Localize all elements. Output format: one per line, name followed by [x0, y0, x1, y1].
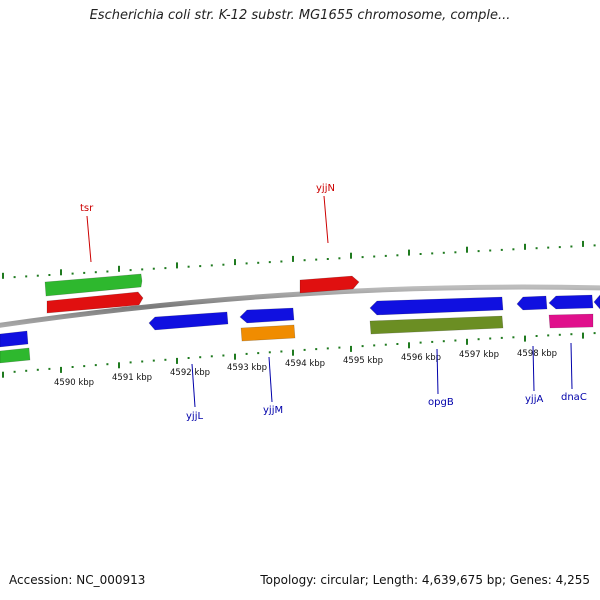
- scale-label-4598: 4598 kbp: [517, 349, 557, 359]
- label-leaders: [86, 195, 573, 408]
- feature-yjjL[interactable]: [148, 311, 229, 331]
- feature-right-blue[interactable]: [593, 294, 600, 310]
- inner-tick-track: [2, 332, 596, 378]
- scale-label-4592: 4592 kbp: [170, 368, 210, 378]
- feature-yjjM-orange[interactable]: [240, 324, 296, 342]
- leader-yjjM: [268, 356, 273, 403]
- gene-label-dnaC[interactable]: dnaC: [561, 392, 587, 403]
- gene-label-yjjM[interactable]: yjjM: [263, 405, 283, 416]
- leader-dnaC: [570, 342, 573, 390]
- accession-label: Accession: NC_000913: [9, 573, 146, 587]
- scale-label-4595: 4595 kbp: [343, 356, 383, 366]
- feature-yjjM-blue[interactable]: [239, 307, 295, 324]
- feature-left-blue[interactable]: [0, 330, 29, 348]
- genome-stats: Topology: circular; Length: 4,639,675 bp…: [260, 573, 590, 587]
- leader-opgB: [436, 348, 439, 395]
- chromosome-backbone: [0, 284, 600, 328]
- feature-tsr-green[interactable]: [44, 273, 143, 297]
- scale-label-4596: 4596 kbp: [401, 353, 441, 363]
- gene-label-yjjN[interactable]: yjjN: [316, 183, 335, 194]
- map-title: Escherichia coli str. K-12 substr. MG165…: [89, 8, 511, 23]
- scale-label-4594: 4594 kbp: [285, 359, 325, 369]
- leader-yjjL: [191, 363, 196, 408]
- gene-label-yjjA[interactable]: yjjA: [525, 394, 543, 405]
- scale-labels: 4590 kbp 4591 kbp 4592 kbp 4593 kbp 4594…: [54, 349, 557, 388]
- scale-label-4593: 4593 kbp: [227, 363, 267, 373]
- scale-label-4591: 4591 kbp: [112, 373, 152, 383]
- feature-track: [0, 273, 600, 364]
- feature-tsr-red[interactable]: [46, 291, 144, 314]
- scale-label-4590: 4590 kbp: [54, 378, 94, 388]
- leader-tsr: [86, 215, 92, 263]
- feature-opgB-olive[interactable]: [369, 315, 504, 335]
- feature-yjjA[interactable]: [516, 295, 548, 311]
- gene-label-tsr[interactable]: tsr: [80, 203, 94, 214]
- feature-opgB-blue[interactable]: [369, 296, 504, 316]
- feature-dnaC-blue[interactable]: [548, 294, 594, 310]
- feature-yjjN[interactable]: [299, 275, 360, 294]
- feature-dnaC-magenta[interactable]: [548, 313, 594, 329]
- leader-yjjA: [532, 345, 535, 392]
- feature-left-green[interactable]: [0, 347, 31, 364]
- leader-yjjN: [323, 195, 329, 244]
- scale-label-4597: 4597 kbp: [459, 350, 499, 360]
- gene-label-opgB[interactable]: opgB: [428, 397, 454, 408]
- gene-labels: tsr yjjN yjjL yjjM opgB yjjA dnaC: [80, 183, 587, 422]
- gene-label-yjjL[interactable]: yjjL: [186, 411, 203, 422]
- outer-tick-track: [2, 240, 596, 279]
